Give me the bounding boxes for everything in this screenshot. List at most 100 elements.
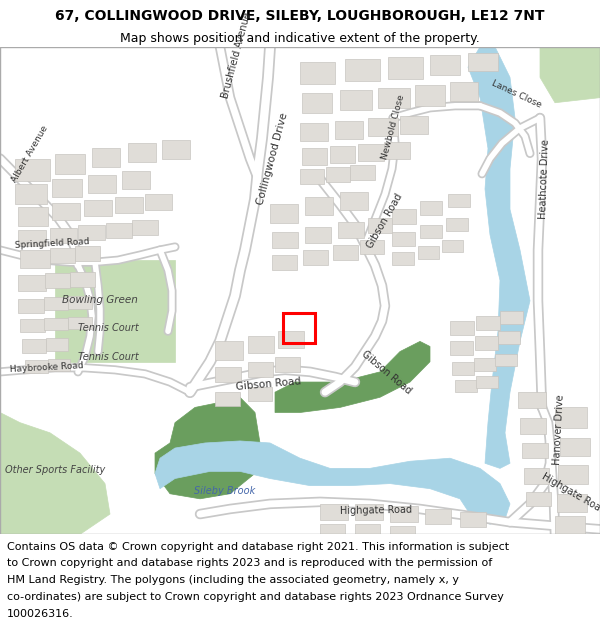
Text: Albert Avenue: Albert Avenue (10, 124, 50, 184)
Bar (476, 316, 500, 330)
Bar (305, 198, 333, 216)
Bar (498, 331, 520, 344)
Polygon shape (468, 47, 530, 468)
Bar (450, 321, 474, 335)
Bar (302, 92, 332, 113)
Bar (468, 53, 498, 71)
Bar (68, 296, 92, 309)
Bar (388, 57, 423, 79)
Bar (45, 273, 70, 288)
Bar (326, 167, 350, 182)
Bar (15, 184, 47, 204)
Bar (145, 194, 172, 211)
Text: Tennis Court: Tennis Court (77, 323, 139, 333)
Text: Gibson Road: Gibson Road (235, 376, 301, 392)
Text: Brushfield Avenue: Brushfield Avenue (220, 11, 253, 99)
Bar (495, 354, 517, 366)
Text: Gibson Road: Gibson Road (360, 349, 413, 396)
Bar (248, 336, 274, 352)
Text: HM Land Registry. The polygons (including the associated geometry, namely x, y: HM Land Registry. The polygons (includin… (7, 575, 459, 585)
Bar (248, 387, 272, 401)
Text: Haybrooke Road: Haybrooke Road (10, 361, 84, 374)
Bar (360, 240, 384, 254)
Bar (18, 299, 44, 313)
Bar (303, 250, 328, 265)
Bar (345, 59, 380, 81)
Bar (450, 82, 478, 101)
Bar (474, 357, 496, 371)
Text: Highgate Road: Highgate Road (340, 505, 412, 516)
Bar (430, 55, 460, 75)
Bar (70, 272, 95, 286)
Bar (15, 159, 50, 181)
Text: 100026316.: 100026316. (7, 609, 74, 619)
Bar (555, 408, 587, 428)
Bar (368, 217, 392, 232)
Bar (44, 297, 68, 310)
Bar (55, 154, 85, 174)
Text: Highgate Road: Highgate Road (540, 471, 600, 516)
Bar (557, 494, 587, 512)
Bar (333, 245, 358, 260)
Bar (48, 359, 70, 371)
Bar (526, 492, 551, 506)
Bar (558, 465, 588, 484)
Bar (128, 143, 156, 162)
Text: Map shows position and indicative extent of the property.: Map shows position and indicative extent… (120, 32, 480, 45)
Bar (88, 175, 116, 193)
Text: 67, COLLINGWOOD DRIVE, SILEBY, LOUGHBOROUGH, LE12 7NT: 67, COLLINGWOOD DRIVE, SILEBY, LOUGHBORO… (55, 9, 545, 23)
Bar (162, 140, 190, 159)
Bar (476, 376, 498, 388)
Bar (455, 380, 477, 392)
Bar (20, 250, 50, 268)
Bar (78, 224, 105, 240)
Bar (442, 240, 463, 252)
Bar (425, 509, 451, 524)
Bar (270, 204, 298, 222)
Text: Contains OS data © Crown copyright and database right 2021. This information is : Contains OS data © Crown copyright and d… (7, 542, 509, 552)
Bar (283, 313, 315, 344)
Bar (320, 504, 348, 520)
Bar (52, 179, 82, 198)
Bar (302, 148, 327, 164)
Text: Springfield Road: Springfield Road (15, 237, 90, 250)
Bar (400, 116, 428, 134)
Bar (115, 198, 143, 213)
Bar (25, 359, 48, 373)
Bar (368, 118, 398, 136)
Bar (84, 200, 112, 216)
Bar (305, 227, 331, 243)
Bar (418, 246, 439, 259)
Bar (122, 171, 150, 189)
Bar (415, 86, 445, 106)
Bar (248, 362, 273, 377)
Polygon shape (55, 260, 175, 362)
Text: Tennis Court: Tennis Court (77, 352, 139, 362)
Bar (450, 341, 473, 354)
Bar (338, 221, 364, 238)
Bar (272, 232, 298, 248)
Text: Bowling Green: Bowling Green (62, 295, 138, 305)
Bar (390, 526, 415, 541)
Bar (518, 392, 546, 409)
Bar (420, 224, 442, 238)
Text: Other Sports Facility: Other Sports Facility (5, 466, 105, 476)
Bar (384, 142, 410, 159)
Bar (340, 89, 372, 110)
Bar (44, 318, 68, 330)
Bar (392, 252, 414, 265)
Text: co-ordinates) are subject to Crown copyright and database rights 2023 Ordnance S: co-ordinates) are subject to Crown copyr… (7, 592, 504, 602)
Bar (22, 339, 46, 352)
Bar (355, 504, 383, 520)
Polygon shape (275, 341, 430, 412)
Bar (50, 248, 75, 263)
Bar (500, 311, 523, 324)
Text: Gibson Road: Gibson Road (365, 192, 404, 250)
Polygon shape (540, 47, 600, 102)
Bar (448, 194, 470, 208)
Bar (446, 217, 468, 231)
Bar (18, 229, 46, 246)
Bar (420, 201, 442, 216)
Bar (378, 88, 410, 108)
Bar (350, 164, 375, 180)
